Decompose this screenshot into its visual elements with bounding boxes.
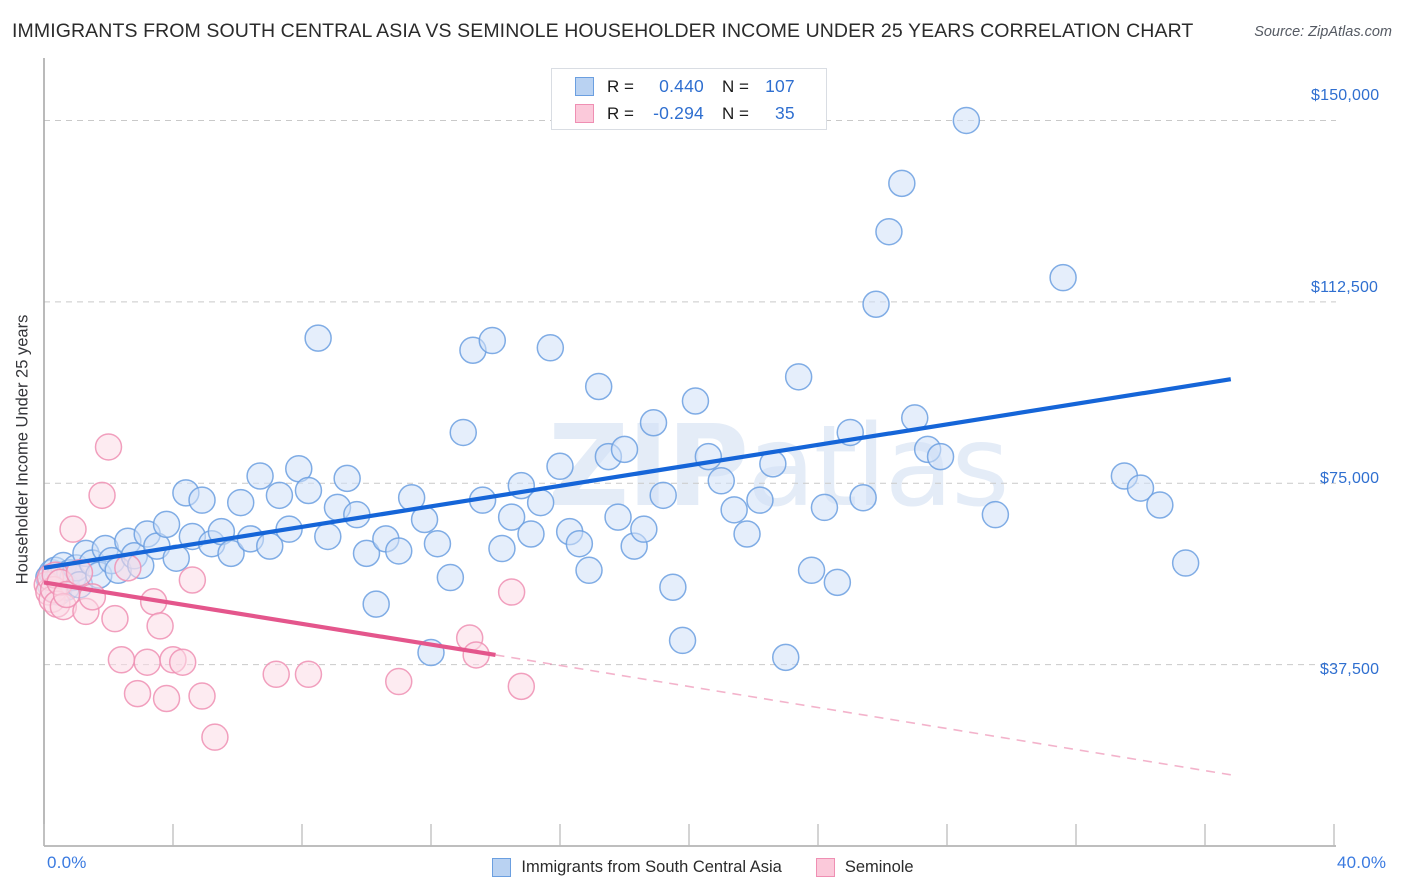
seminole-data-points bbox=[33, 433, 536, 751]
legend-swatch-immigrants-bottom-icon bbox=[492, 857, 512, 877]
legend-r-value-blue: 0.440 bbox=[659, 76, 704, 96]
immigrants-data-points bbox=[35, 106, 1200, 672]
legend-swatch-seminole-icon bbox=[575, 104, 594, 123]
legend-n-value-blue: 107 bbox=[765, 76, 795, 96]
legend-n-value-pink: 35 bbox=[775, 103, 795, 123]
series-legend: Immigrants from South Central Asia Semin… bbox=[0, 851, 1406, 883]
y-tick-label-150000: $150,000 bbox=[1311, 87, 1380, 104]
seminole-trendline-extension bbox=[495, 654, 1238, 777]
legend-n-label-blue: N = bbox=[721, 76, 749, 96]
x-tick-label-max: 40.0% bbox=[1337, 853, 1387, 872]
legend-r-label-blue: R = bbox=[607, 76, 634, 96]
legend-row-immigrants: R = 0.440 N = 107 bbox=[552, 73, 828, 100]
y-tick-label-75000: $75,000 bbox=[1320, 470, 1380, 487]
immigrants-trendline bbox=[43, 377, 1232, 570]
x-tick-label-min: 0.0% bbox=[47, 853, 87, 872]
legend-r-label-pink: R = bbox=[607, 103, 634, 123]
page-title: IMMIGRANTS FROM SOUTH CENTRAL ASIA VS SE… bbox=[12, 20, 1194, 42]
y-tick-label-37500: $37,500 bbox=[1320, 661, 1380, 678]
axis-lines bbox=[43, 58, 1336, 847]
legend-n-label-pink: N = bbox=[721, 103, 749, 123]
legend-row-seminole: R = -0.294 N = 35 bbox=[552, 100, 828, 127]
y-tick-label-112500: $112,500 bbox=[1311, 279, 1379, 296]
legend-swatch-immigrants-icon bbox=[575, 77, 594, 96]
y-axis-title: Householder Income Under 25 years bbox=[13, 314, 32, 585]
legend-item-immigrants[interactable]: Immigrants from South Central Asia bbox=[492, 857, 782, 877]
legend-label-immigrants: Immigrants from South Central Asia bbox=[521, 857, 782, 876]
x-axis-ticks bbox=[43, 824, 1335, 846]
source-attribution: Source: ZipAtlas.com bbox=[1254, 24, 1392, 40]
correlation-stats-legend: R = 0.440 N = 107 R = -0.294 N = 35 bbox=[551, 68, 827, 130]
legend-item-seminole[interactable]: Seminole bbox=[815, 857, 914, 877]
legend-label-seminole: Seminole bbox=[844, 857, 914, 876]
seminole-trendline bbox=[43, 580, 496, 658]
watermark-atlas: atlas bbox=[746, 402, 1010, 532]
legend-swatch-seminole-bottom-icon bbox=[815, 857, 835, 877]
legend-r-value-pink: -0.294 bbox=[653, 103, 704, 123]
